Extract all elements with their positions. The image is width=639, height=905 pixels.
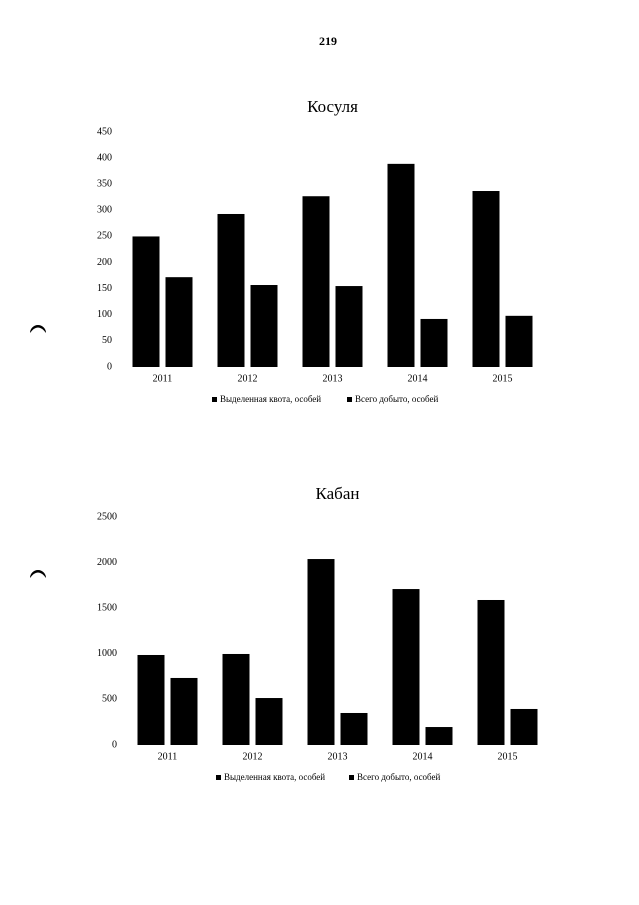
bar [425, 727, 453, 745]
x-tick-label: 2015 [498, 751, 518, 762]
x-tick-label: 2014 [408, 373, 428, 384]
y-tick-label: 300 [97, 205, 112, 216]
y-tick-label: 50 [102, 335, 112, 346]
bar [137, 654, 165, 745]
y-tick-label: 1500 [97, 602, 117, 613]
bar [510, 708, 538, 745]
legend-label: Всего добыто, особей [355, 394, 439, 404]
page-number: 219 [319, 34, 337, 48]
y-tick-label: 350 [97, 179, 112, 190]
bar [302, 196, 330, 367]
y-tick-label: 0 [107, 361, 112, 372]
x-tick-label: 2012 [243, 751, 263, 762]
bar [335, 286, 363, 367]
legend-swatch [216, 775, 221, 780]
bar [217, 213, 245, 367]
legend-swatch [347, 397, 352, 402]
y-tick-label: 400 [97, 152, 112, 163]
y-tick-label: 450 [97, 126, 112, 137]
bar [477, 599, 505, 745]
bar [420, 318, 448, 367]
y-tick-label: 250 [97, 231, 112, 242]
y-tick-label: 2500 [97, 511, 117, 522]
bar [222, 653, 250, 745]
y-tick-label: 500 [102, 694, 117, 705]
x-tick-label: 2015 [493, 373, 513, 384]
legend-label: Выделенная квота, особей [220, 394, 321, 404]
bar [392, 589, 420, 745]
x-tick-label: 2012 [238, 373, 258, 384]
x-tick-label: 2011 [158, 751, 178, 762]
x-tick-label: 2013 [323, 373, 343, 384]
bar [472, 191, 500, 367]
x-tick-label: 2011 [153, 373, 173, 384]
punch-hole [30, 325, 46, 333]
y-tick-label: 0 [112, 739, 117, 750]
y-tick-label: 1000 [97, 648, 117, 659]
bar [132, 236, 160, 367]
y-tick-label: 100 [97, 309, 112, 320]
bar [505, 315, 533, 367]
bar [340, 712, 368, 745]
bar [387, 163, 415, 367]
bar [255, 698, 283, 745]
legend-label: Выделенная квота, особей [224, 772, 325, 782]
y-tick-label: 150 [97, 283, 112, 294]
legend-swatch [212, 397, 217, 402]
punch-hole [30, 570, 46, 578]
legend-label: Всего добыто, особей [357, 772, 441, 782]
x-tick-label: 2013 [328, 751, 348, 762]
y-tick-label: 2000 [97, 557, 117, 568]
bar [250, 285, 278, 367]
x-tick-label: 2014 [413, 751, 433, 762]
bar [165, 277, 193, 367]
chart-title: Косуля [307, 97, 358, 116]
chart-title: Кабан [316, 484, 360, 503]
bar [307, 559, 335, 745]
bar [170, 677, 198, 745]
legend-swatch [349, 775, 354, 780]
y-tick-label: 200 [97, 257, 112, 268]
